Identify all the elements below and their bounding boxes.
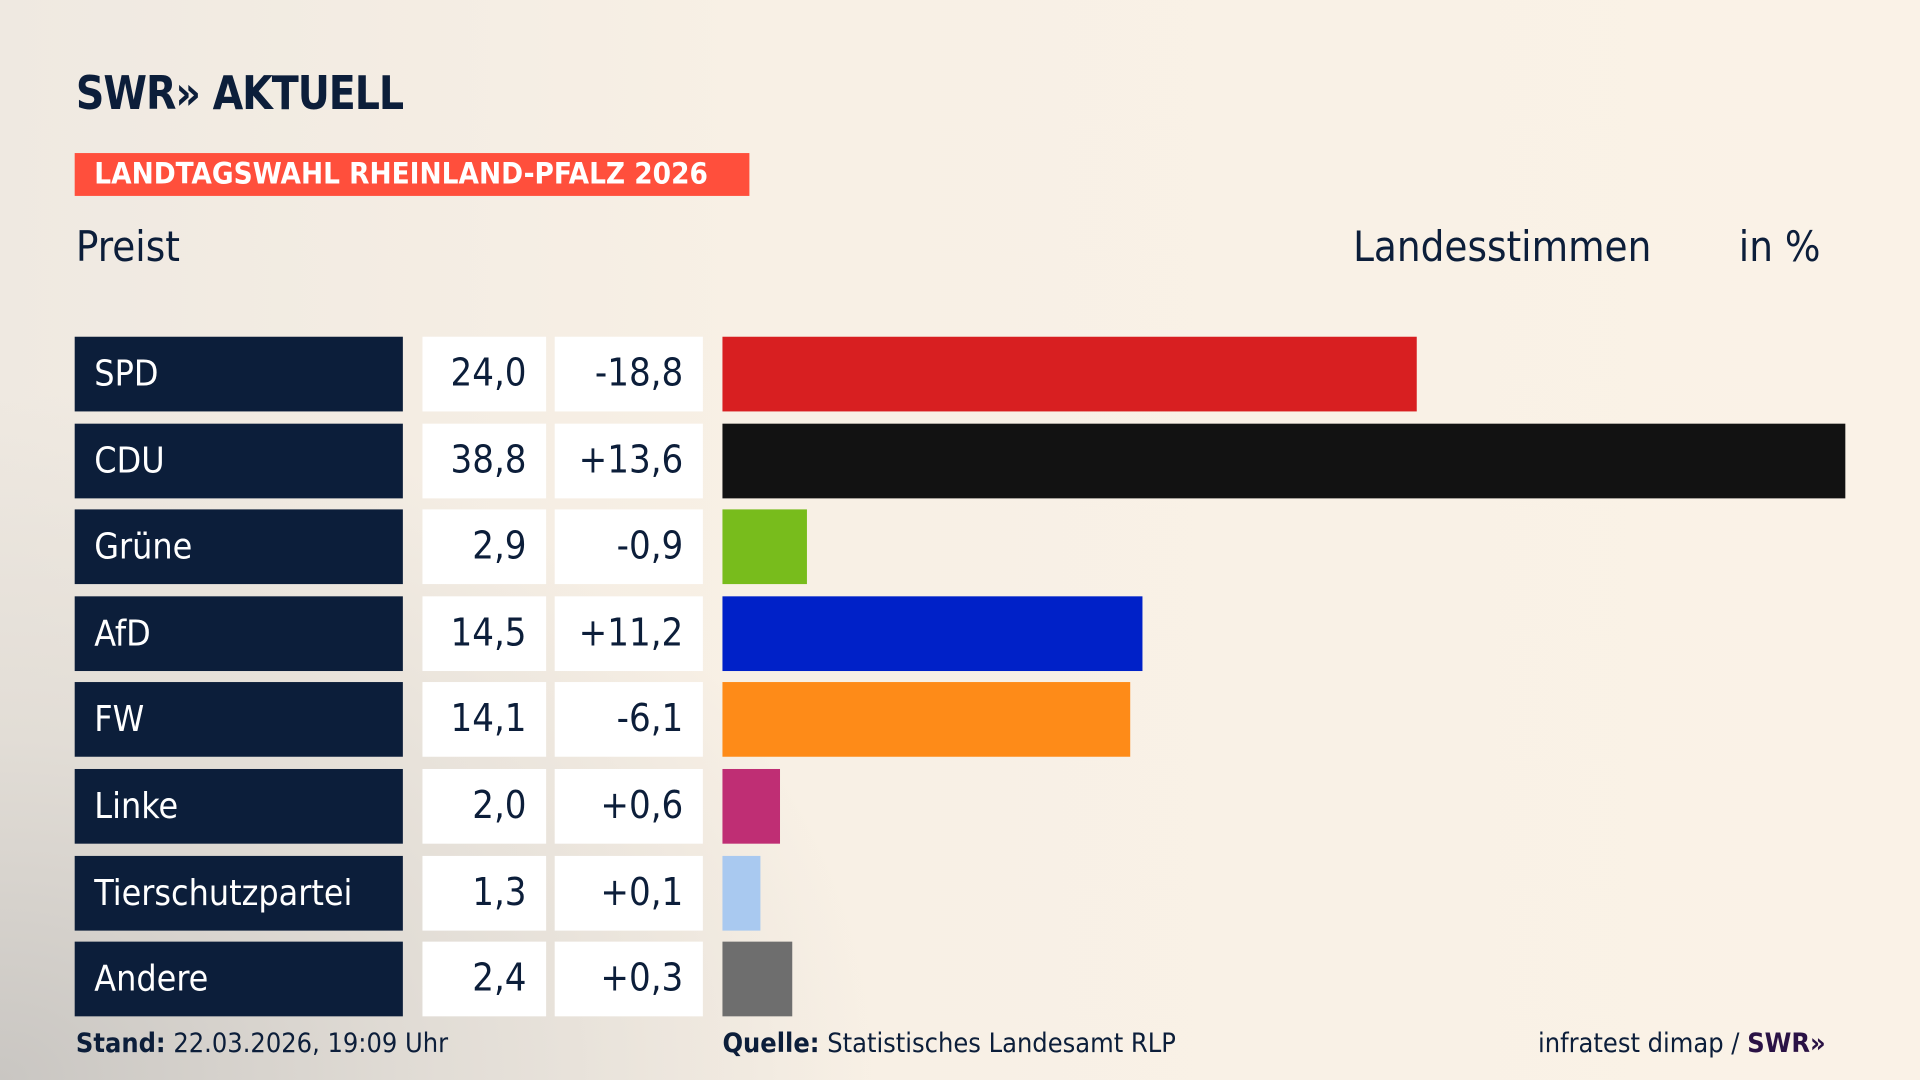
swr-logo: SWR» [1747, 1028, 1826, 1060]
bar-grüne [722, 509, 807, 585]
party-row: CDU 38,8 +13,6 [0, 423, 1920, 498]
vote-change: +0,1 [554, 855, 703, 931]
party-row: Grüne 2,9 -0,9 [0, 509, 1920, 585]
party-name: FW [74, 682, 403, 758]
party-row: SPD 24,0 -18,8 [0, 336, 1920, 412]
vote-share: 1,3 [422, 855, 547, 931]
party-row: FW 14,1 -6,1 [0, 682, 1920, 758]
vote-change: +11,2 [554, 596, 703, 671]
unit-label: in % [1738, 222, 1821, 272]
bar-fw [722, 682, 1131, 758]
party-name: Tierschutzpartei [74, 855, 403, 931]
vote-change: -6,1 [554, 682, 703, 758]
bar-afd [722, 596, 1143, 671]
bar-linke [722, 768, 781, 844]
party-row: Tierschutzpartei 1,3 +0,1 [0, 855, 1920, 931]
vote-share: 24,0 [422, 336, 547, 412]
subtitle: Preist [75, 222, 180, 272]
vote-change: +0,6 [554, 768, 703, 844]
stand-value: 22.03.2026, 19:09 Uhr [173, 1028, 449, 1060]
party-name: Andere [74, 941, 403, 1017]
vote-share: 14,1 [422, 682, 547, 758]
bar-andere [722, 941, 792, 1017]
vote-change: +0,3 [554, 941, 703, 1017]
party-row: Linke 2,0 +0,6 [0, 768, 1920, 844]
vote-share: 14,5 [422, 596, 547, 671]
stand-info: Stand: 22.03.2026, 19:09 Uhr [76, 1029, 448, 1060]
bar-cdu [722, 423, 1846, 498]
source-value: Statistisches Landesamt RLP [827, 1028, 1176, 1060]
vote-share: 2,4 [422, 941, 547, 1017]
election-badge: LANDTAGSWAHL RHEINLAND-PFALZ 2026 [74, 153, 750, 196]
vote-share: 2,9 [422, 509, 547, 585]
bar-spd [722, 336, 1417, 412]
credit: infratest dimap / SWR» [1538, 1029, 1826, 1060]
stand-label: Stand: [75, 1028, 166, 1060]
vote-share: 38,8 [422, 423, 547, 498]
party-name: Grüne [74, 509, 403, 585]
party-row: AfD 14,5 +11,2 [0, 596, 1920, 671]
party-name: Linke [74, 768, 403, 844]
party-name: AfD [74, 596, 403, 671]
party-row: Andere 2,4 +0,3 [0, 941, 1920, 1017]
vote-change: +13,6 [554, 423, 703, 498]
vote-share: 2,0 [422, 768, 547, 844]
swr-aktuell-logo: SWR» AKTUELL [75, 66, 404, 121]
credit-text: infratest dimap / [1537, 1028, 1740, 1060]
source-info: Quelle: Statistisches Landesamt RLP [722, 1029, 1175, 1060]
party-name: CDU [74, 423, 403, 498]
source-label: Quelle: [722, 1028, 820, 1060]
party-name: SPD [74, 336, 403, 412]
vote-change: -0,9 [554, 509, 703, 585]
measure-label: Landesstimmen [1353, 222, 1652, 272]
vote-change: -18,8 [554, 336, 703, 412]
bar-tierschutzpartei [722, 855, 761, 931]
